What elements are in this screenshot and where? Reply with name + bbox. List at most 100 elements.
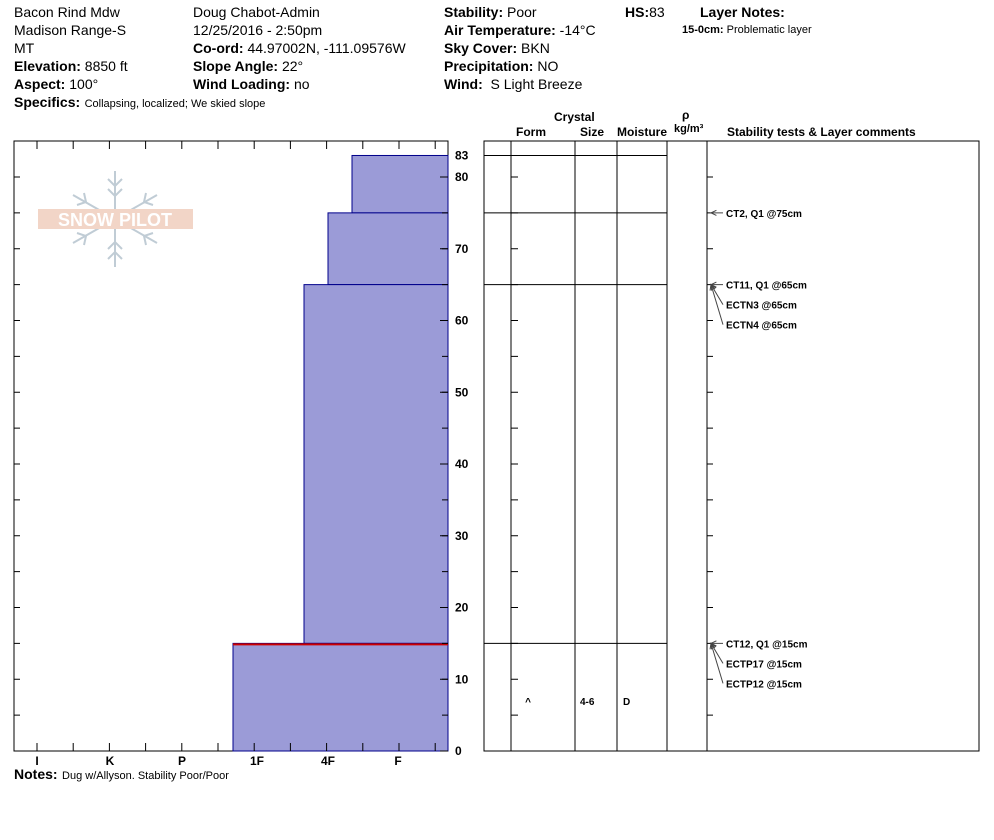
- wind-field: Wind: S Light Breeze: [444, 76, 582, 92]
- stability-value: Poor: [507, 4, 537, 20]
- test-arrow: [710, 284, 724, 325]
- notes-label: Notes:: [14, 766, 58, 782]
- air-temp-value: -14°C: [559, 22, 596, 38]
- stability-field: Stability: Poor: [444, 4, 537, 20]
- specifics-field: Specifics: Collapsing, localized; We ski…: [14, 94, 265, 112]
- coord-field: Co-ord: 44.97002N, -111.09576W: [193, 40, 406, 56]
- size-header: Size: [580, 125, 605, 139]
- grain-form: ^: [525, 697, 531, 708]
- density-unit-header: kg/m³: [674, 123, 704, 135]
- arrow-head: [709, 209, 717, 216]
- slope-label: Slope Angle:: [193, 58, 279, 74]
- form-header: Form: [516, 125, 546, 139]
- test-label: ECTP17 @15cm: [726, 659, 802, 670]
- hardness-label: I: [35, 754, 38, 768]
- arrow-head: [709, 642, 716, 650]
- layer-bar-2: [303, 284, 449, 644]
- hardness-axis: I K P 1F 4F F: [35, 754, 401, 768]
- specifics-label: Specifics:: [14, 94, 81, 110]
- aspect-field: Aspect: 100°: [14, 76, 98, 92]
- grain-moisture: D: [623, 697, 630, 708]
- state-name: MT: [14, 40, 35, 56]
- slope-value: 22°: [281, 58, 304, 74]
- layer-bar-0: [351, 154, 449, 214]
- sky-field: Sky Cover: BKN: [444, 40, 550, 56]
- hardness-label: K: [106, 754, 115, 768]
- layer-bars: [232, 154, 449, 752]
- snowflake-icon: [72, 171, 158, 267]
- notes-field: Notes: Dug w/Allyson. Stability Poor/Poo…: [14, 766, 229, 784]
- layer-notes-title: Layer Notes:: [700, 4, 785, 20]
- precip-label: Precipitation:: [444, 58, 534, 74]
- layer-bar-1: [327, 212, 449, 286]
- precip-value: NO: [537, 58, 559, 74]
- depth-tick-label: 60: [455, 314, 469, 328]
- frame-ticks: [14, 141, 436, 751]
- test-label: CT11, Q1 @65cm: [726, 281, 807, 292]
- air-temp-label: Air Temperature:: [444, 22, 556, 38]
- depth-tick-label: 10: [455, 672, 469, 686]
- hs-tick-label: 83: [455, 148, 469, 162]
- test-label: CT12, Q1 @15cm: [726, 639, 808, 650]
- grain-size: 4-6: [580, 697, 595, 708]
- coord-label: Co-ord:: [193, 40, 244, 56]
- logo-text: SNOW PILOT: [58, 210, 172, 230]
- test-arrow: [710, 643, 724, 684]
- aspect-value: 100°: [69, 76, 99, 92]
- layer-bar-3: [232, 642, 449, 752]
- layer-note-text: Problematic layer: [726, 24, 812, 36]
- depth-tick-label: 70: [455, 242, 469, 256]
- depth-tick-label: 80: [455, 170, 469, 184]
- observation-datetime: 12/25/2016 - 2:50pm: [193, 22, 323, 38]
- comments-header: Stability tests & Layer comments: [727, 125, 916, 139]
- depth-tick-label: 30: [455, 529, 469, 543]
- specifics-value: Collapsing, localized; We skied slope: [84, 98, 266, 110]
- depth-axis: 0 10 20 30 40 50 60 70 80 83: [440, 148, 469, 758]
- stability-label: Stability:: [444, 4, 504, 20]
- air-temp-field: Air Temperature: -14°C: [444, 22, 596, 38]
- test-label: ECTN4 @65cm: [726, 321, 797, 332]
- rho-header: ρ: [682, 108, 690, 122]
- moisture-header: Moisture: [617, 125, 668, 139]
- hardness-label: 4F: [321, 754, 335, 768]
- table-ticks: [511, 176, 713, 716]
- stability-tests: CT2, Q1 @75cm CT11, Q1 @65cm ECTN3 @65cm EC…: [709, 209, 808, 690]
- aspect-label: Aspect:: [14, 76, 66, 92]
- test-arrow: [710, 643, 724, 664]
- precip-field: Precipitation: NO: [444, 58, 558, 74]
- range-name: Madison Range-S: [14, 22, 127, 38]
- hs-label: HS:: [625, 4, 650, 20]
- wind-loading-value: no: [293, 76, 310, 92]
- depth-tick-label: 0: [455, 744, 462, 758]
- depth-tick-label: 50: [455, 385, 469, 399]
- wind-label: Wind:: [444, 76, 483, 92]
- logo-band: [38, 209, 193, 229]
- sky-label: Sky Cover:: [444, 40, 518, 56]
- hardness-label: P: [178, 754, 186, 768]
- test-label: ECTP12 @15cm: [726, 679, 802, 690]
- coord-value: 44.97002N, -111.09576W: [247, 40, 406, 56]
- wind-loading-label: Wind Loading:: [193, 76, 291, 92]
- elevation-field: Elevation: 8850 ft: [14, 58, 128, 74]
- notes-value: Dug w/Allyson. Stability Poor/Poor: [62, 770, 229, 782]
- hs-field: HS:83: [625, 4, 665, 20]
- test-label: ECTN3 @65cm: [726, 301, 797, 312]
- wind-value: S Light Breeze: [490, 76, 583, 92]
- hardness-label: F: [394, 754, 401, 768]
- elevation-label: Elevation:: [14, 58, 81, 74]
- test-label: CT2, Q1 @75cm: [726, 209, 802, 220]
- elevation-value: 8850 ft: [84, 58, 128, 74]
- snowpilot-logo: SNOW PILOT: [38, 171, 193, 267]
- hs-value: 83: [649, 4, 665, 20]
- grain-rows: ^ 4-6 D: [525, 697, 630, 708]
- depth-tick-label: 40: [455, 457, 469, 471]
- test-arrow: [710, 284, 724, 305]
- depth-tick-label: 20: [455, 601, 469, 615]
- site-name: Bacon Rind Mdw: [14, 4, 120, 20]
- arrow-head: [709, 283, 716, 291]
- observer-name: Doug Chabot-Admin: [193, 4, 320, 20]
- layer-note-depth: 15-0cm:: [682, 24, 724, 36]
- crystal-header: Crystal: [554, 110, 595, 124]
- layer-note: 15-0cm: Problematic layer: [682, 24, 812, 36]
